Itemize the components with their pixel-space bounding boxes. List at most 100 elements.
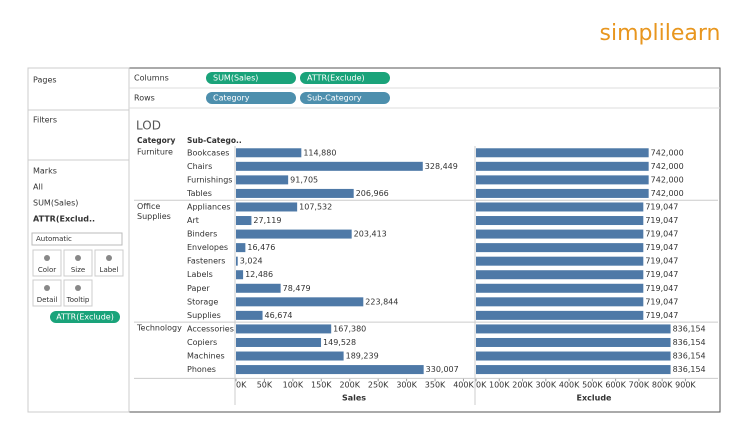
value-label: 836,154 [673,338,706,347]
value-label: 719,047 [645,202,678,211]
header: Category [137,136,175,145]
pill[interactable] [300,92,390,104]
x-tick-label: 300K [536,381,557,390]
x-tick-label: 200K [512,381,533,390]
bar [476,256,644,266]
mark-card[interactable]: All [33,183,43,192]
value-label: 742,000 [651,162,684,171]
mark-card[interactable]: ATTR(Exclud.. [33,215,95,224]
bar [476,351,671,361]
subcategory-label: Bookcases [187,148,229,157]
x-tick-label: 500K [582,381,603,390]
value-label: 719,047 [645,216,678,225]
bar [236,270,244,280]
bar [476,216,644,226]
x-tick-label: 300K [396,381,417,390]
x-tick-label: 700K [629,381,650,390]
bar [476,188,649,198]
value-label: 719,047 [645,297,678,306]
value-label: 719,047 [645,257,678,266]
axis-title: Exclude [577,394,613,403]
mark-button[interactable] [63,249,93,277]
value-label: 328,449 [425,162,458,171]
subcategory-label: Storage [187,297,218,306]
value-label: 742,000 [651,189,684,198]
subcategory-label: Paper [187,284,210,293]
x-tick-label: 100K [489,381,510,390]
bar [236,216,252,226]
bar [236,148,302,158]
bar [476,202,644,212]
pill-text: Sub-Category [307,94,362,103]
bar [476,337,671,347]
subcategory-label: Chairs [187,162,212,171]
mark-button[interactable] [94,249,124,277]
bar [236,351,344,361]
mark-button-label: Color [38,266,56,274]
bar [236,175,289,185]
value-label: 719,047 [645,311,678,320]
x-tick-label: 150K [311,381,332,390]
pill[interactable] [206,72,296,84]
value-label: 91,705 [290,175,318,184]
columns-label: Columns [134,74,169,83]
bar [236,256,238,266]
value-label: 223,844 [365,297,398,306]
subcategory-label: Furnishings [187,175,232,184]
value-label: 12,486 [245,270,273,279]
subcategory-label: Accessories [187,324,234,333]
logo: simplilearn [600,21,721,46]
subcategory-label: Supplies [187,311,221,320]
x-tick-label: 50K [257,381,273,390]
value-label: 836,154 [673,324,706,333]
bar [476,175,649,185]
value-label: 330,007 [426,365,459,374]
x-tick-label: 600K [605,381,626,390]
value-label: 189,239 [346,352,379,361]
subcategory-label: Envelopes [187,243,228,252]
pill[interactable] [300,72,390,84]
filters-label: Filters [33,116,57,125]
x-tick-label: 400K [453,381,474,390]
value-label: 78,479 [283,284,311,293]
pages-label: Pages [33,76,57,85]
bar [236,229,352,239]
bar [236,337,322,347]
marks-label: Marks [33,167,57,176]
mark-button[interactable] [32,279,62,307]
bar [236,310,263,320]
pill[interactable] [206,92,296,104]
bar [476,310,644,320]
icon [75,255,81,261]
pill-text: ATTR(Exclude) [307,74,365,83]
value-label: 3,024 [240,257,263,266]
bar [236,202,298,212]
value-label: 27,119 [253,216,281,225]
value-label: 167,380 [333,324,366,333]
mark-type-dropdown[interactable] [31,232,123,246]
axis-title: Sales [342,394,366,403]
mark-button[interactable] [32,249,62,277]
pill-text: Category [213,94,250,103]
mark-button[interactable] [63,279,93,307]
bar [236,161,423,171]
value-label: 836,154 [673,365,706,374]
icon [44,255,50,261]
subcategory-label: Appliances [187,202,231,211]
x-tick-label: 0K [236,381,247,390]
value-label: 836,154 [673,352,706,361]
subcategory-label: Art [187,216,199,225]
icon [44,285,50,291]
subcategory-label: Fasteners [187,257,225,266]
bar [476,148,649,158]
bar [236,283,281,293]
sheet-title: LOD [136,119,161,133]
bar [236,365,424,375]
value-label: 114,880 [303,148,336,157]
bar [236,188,354,198]
bar [476,243,644,253]
value-label: 742,000 [651,148,684,157]
value-label: 719,047 [645,230,678,239]
detail-pill[interactable] [50,311,120,323]
mark-card[interactable]: SUM(Sales) [33,199,78,208]
